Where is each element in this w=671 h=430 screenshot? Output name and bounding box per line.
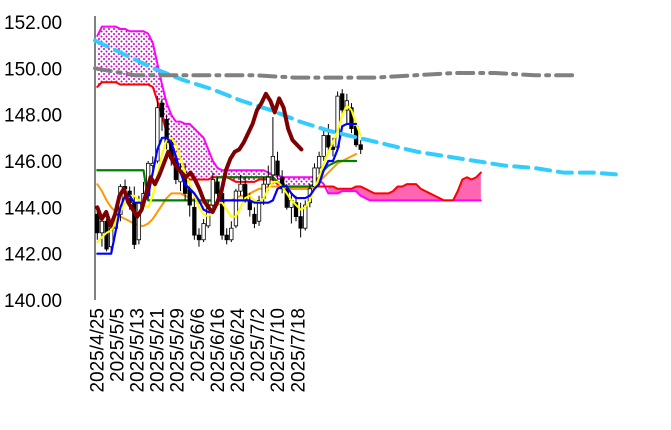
x-tick-label: 2025/5/5 bbox=[107, 308, 128, 382]
candle-body bbox=[210, 179, 215, 206]
y-tick-label: 152.00 bbox=[4, 13, 62, 34]
cloud-bearish bbox=[97, 26, 329, 194]
x-tick-label: 2025/6/6 bbox=[188, 308, 209, 382]
candle-body bbox=[192, 206, 197, 236]
candle-body bbox=[284, 188, 289, 208]
candle-body bbox=[215, 181, 220, 194]
conversion-line-line bbox=[96, 122, 358, 255]
candle-body bbox=[316, 155, 322, 169]
ma-trend-line bbox=[93, 38, 624, 177]
candle-body bbox=[238, 183, 243, 192]
x-tick-label: 2025/7/18 bbox=[288, 308, 309, 393]
x-tick-label: 2025/5/29 bbox=[168, 308, 189, 393]
candle-body bbox=[233, 190, 239, 227]
y-tick-label: 140.00 bbox=[4, 291, 62, 312]
x-tick-label: 2025/7/2 bbox=[248, 308, 269, 382]
candle-body bbox=[303, 204, 308, 229]
candle-body bbox=[99, 220, 105, 234]
candle-body bbox=[224, 234, 229, 241]
x-tick-label: 2025/6/16 bbox=[208, 308, 229, 393]
candle-body bbox=[229, 227, 234, 241]
candle-body bbox=[270, 155, 276, 176]
y-tick-label: 144.00 bbox=[4, 198, 62, 219]
candle-body bbox=[252, 213, 257, 224]
candle-body bbox=[358, 144, 363, 150]
x-tick-label: 2025/6/24 bbox=[228, 308, 249, 393]
candle-body bbox=[201, 223, 206, 241]
candle-body bbox=[256, 199, 262, 222]
x-tick-label: 2025/5/13 bbox=[128, 308, 149, 393]
candle-body bbox=[340, 93, 345, 111]
candle-body bbox=[298, 216, 303, 229]
candle-body bbox=[326, 135, 331, 148]
candle-body bbox=[159, 102, 165, 118]
cloud-bullish bbox=[328, 172, 481, 201]
x-tick-label: 2025/4/25 bbox=[87, 308, 108, 393]
x-tick-label: 2025/7/10 bbox=[268, 308, 289, 393]
candle-body bbox=[266, 176, 271, 185]
y-tick-label: 142.00 bbox=[4, 245, 62, 266]
candle-body bbox=[95, 213, 100, 234]
candle-body bbox=[321, 135, 326, 157]
y-tick-label: 150.00 bbox=[4, 59, 62, 80]
candle-body bbox=[280, 176, 285, 190]
candle-body bbox=[196, 234, 202, 241]
candle-body bbox=[155, 107, 160, 162]
candle-body bbox=[330, 146, 336, 150]
candle-body bbox=[109, 227, 114, 248]
x-tick-label: 2025/5/21 bbox=[148, 308, 169, 393]
lagging-span-line bbox=[95, 91, 304, 228]
y-tick-label: 148.00 bbox=[4, 106, 62, 127]
leading-span-b-line bbox=[96, 25, 482, 202]
y-tick-label: 146.00 bbox=[4, 152, 62, 173]
resistance-line bbox=[93, 66, 577, 80]
candle-body bbox=[293, 202, 299, 217]
candle-body bbox=[275, 160, 280, 176]
